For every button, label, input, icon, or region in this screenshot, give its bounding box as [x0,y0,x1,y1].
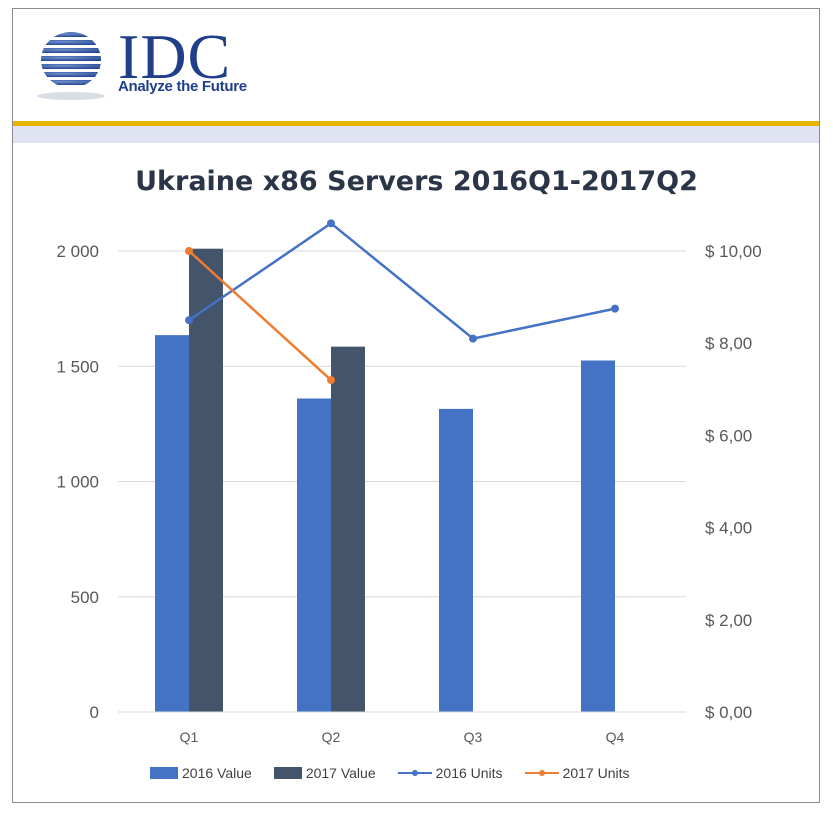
y-left-tick-label: 2 000 [56,242,99,261]
idc-logo: IDC Analyze the Future [22,22,262,102]
y-right-tick-label: $ 2,00 [705,611,752,630]
y-left-tick-label: 1 500 [56,357,99,376]
legend-label: 2016 Units [435,765,503,781]
bar [155,335,189,712]
globe-icon [37,32,105,100]
y-left-tick-label: 500 [71,588,99,607]
logo-wordmark: IDC [118,21,232,92]
legend-bar-swatch [273,767,302,779]
y-right-tick-label: $ 4,00 [705,519,752,538]
legend-label: 2017 Units [562,765,630,781]
line-point [327,376,335,385]
y-right-tick-label: $ 10,00 [705,242,762,261]
line-point [185,247,193,255]
legend-line-swatch [524,767,559,779]
header-lavender-band [13,126,819,143]
y-right-tick-label: $ 8,00 [705,334,752,353]
y-left-tick-label: 1 000 [56,473,99,492]
y-left-tick-label: 0 [90,703,99,722]
x-tick-label: Q4 [606,729,625,745]
legend-label: 2017 Value [305,765,376,781]
bar [297,398,331,712]
chart-legend: 2016 Value 2017 Value 2016 Units 2017 Units [150,763,652,783]
legend-label: 2016 Value [182,765,252,781]
y-right-tick-label: $ 0,00 [705,703,752,722]
legend-line-swatch [397,767,432,779]
bar [189,248,223,712]
series-line [188,250,332,382]
x-tick-label: Q3 [464,729,483,745]
legend-item: 2017 Units [524,765,630,781]
legend-item: 2016 Units [397,765,503,781]
y-right-tick-label: $ 6,00 [705,426,752,445]
bar [581,360,615,712]
logo-tagline: Analyze the Future [118,78,247,95]
legend-item: 2017 Value [273,765,376,781]
line-point [611,304,619,313]
chart-title: Ukraine x86 Servers 2016Q1-2017Q2 [135,166,698,197]
line-point [327,219,335,228]
header-gold-band [13,121,819,126]
bar [439,408,473,712]
x-tick-label: Q2 [322,729,341,745]
line-point [469,334,477,343]
x-tick-label: Q1 [180,729,199,745]
bar [331,346,365,712]
legend-item: 2016 Value [150,765,252,781]
legend-bar-swatch [150,767,178,779]
line-point [185,316,193,325]
series-line [188,222,616,340]
